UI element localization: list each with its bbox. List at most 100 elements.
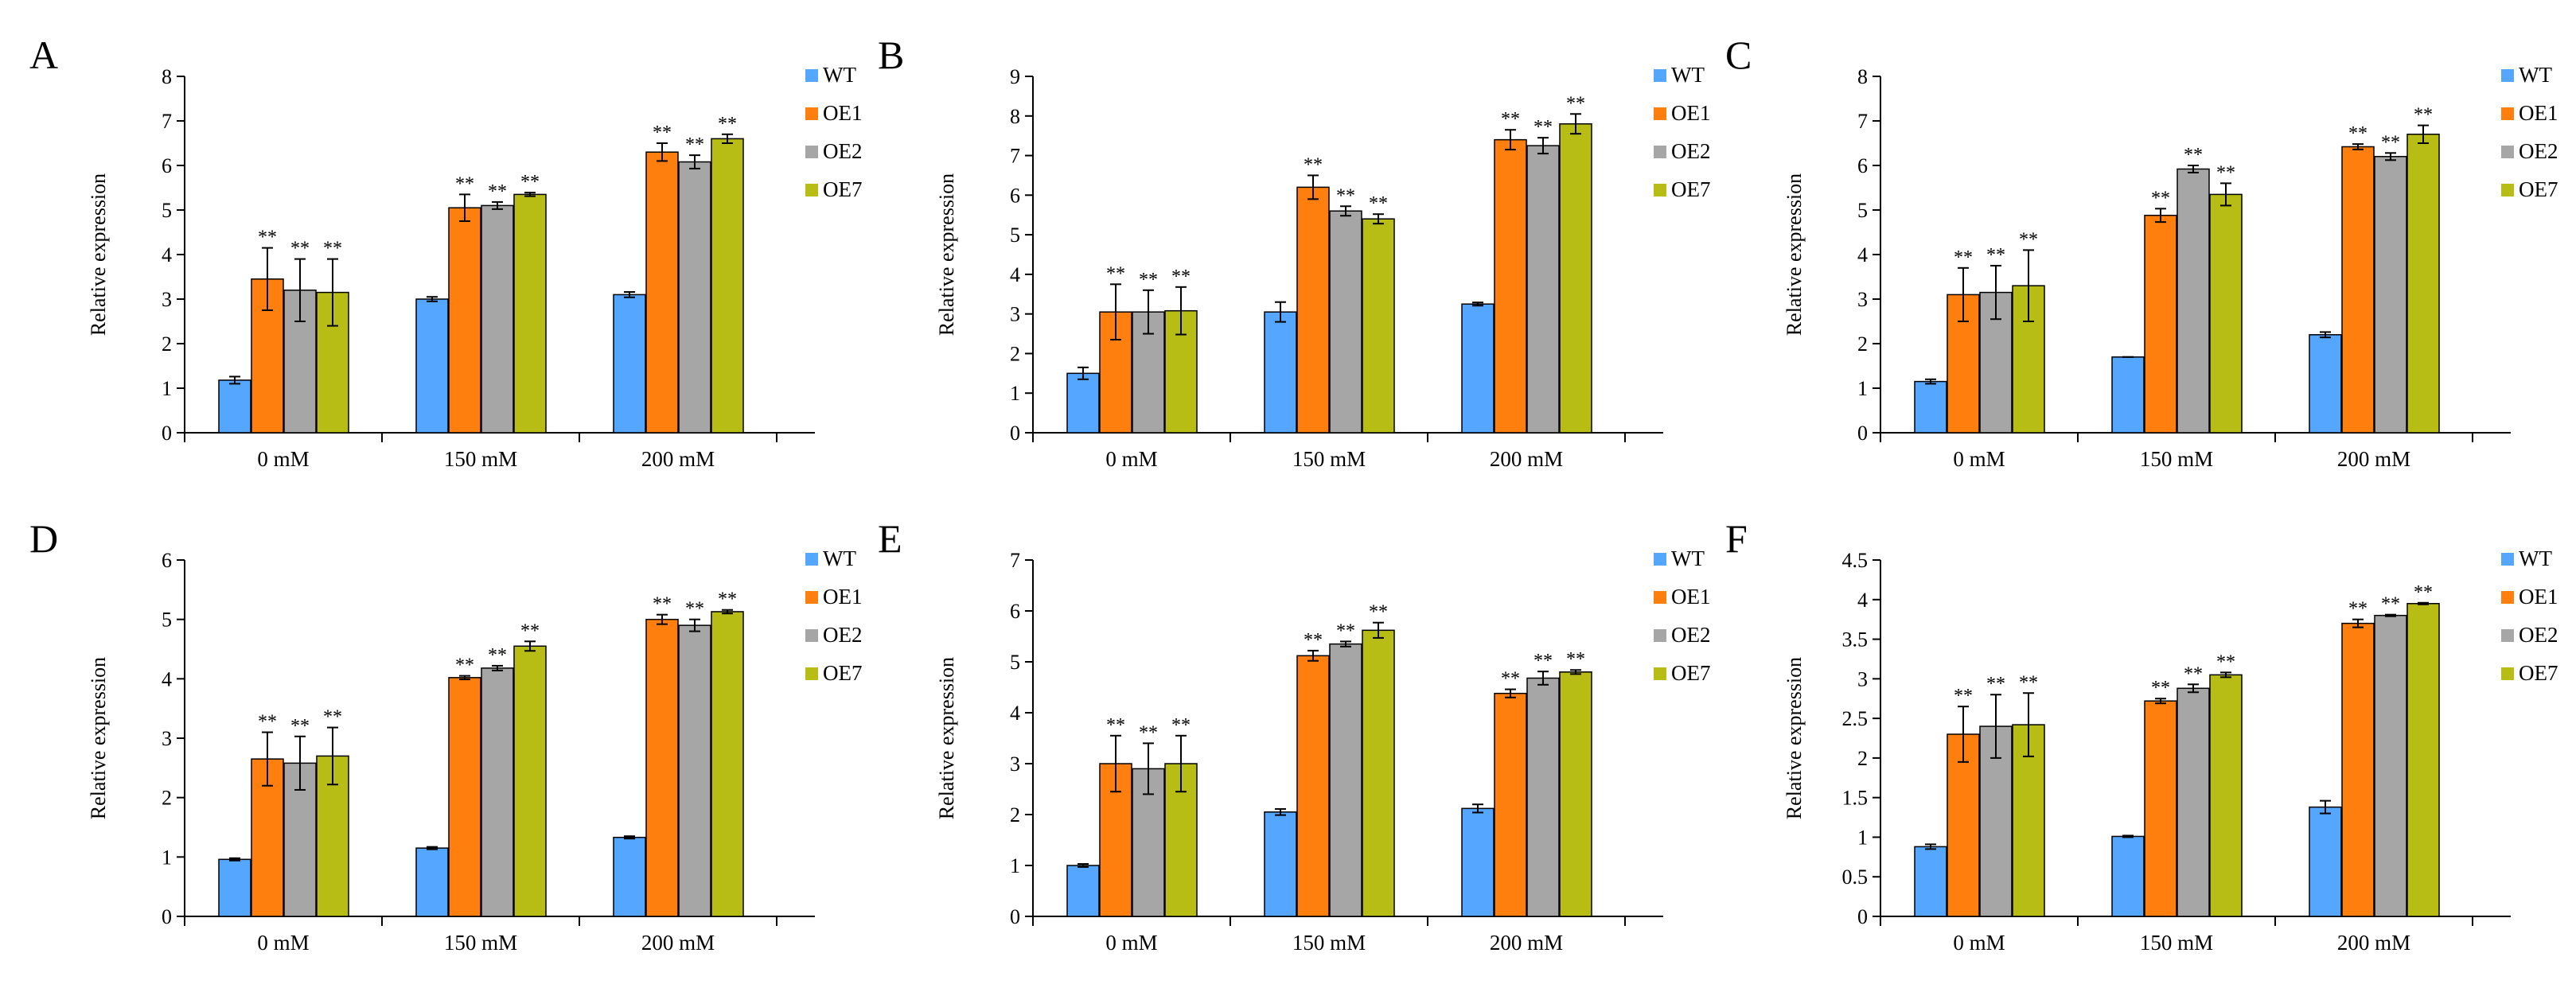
bar-oe2 [2177,168,2210,434]
y-tick-label: 0 [162,422,172,445]
bar-oe2 [1979,725,2013,917]
significance-label: ** [685,134,704,155]
significance-label: ** [1501,109,1520,130]
legend-label: OE7 [1671,177,1711,201]
significance-label: ** [1336,620,1355,641]
y-tick-label: 0 [1010,422,1020,445]
y-tick-label: 2 [1010,342,1020,365]
significance-label: ** [1369,193,1388,214]
y-tick-label: 3 [1857,288,1868,311]
bar-oe1 [645,618,679,917]
legend-swatch-wt [1654,69,1666,82]
legend-swatch-oe2 [805,629,818,642]
significance-label: ** [718,589,737,610]
y-tick-label: 0 [162,905,172,928]
significance-label: ** [520,620,540,641]
significance-label: ** [2414,105,2433,126]
x-tick-label: 200 mM [641,447,715,471]
legend: WT OE1 OE2 OE7 [1654,546,1711,685]
y-tick-label: 1 [1010,854,1020,877]
legend-swatch-oe7 [2501,667,2514,680]
legend: WT OE1 OE2 OE7 [1654,63,1711,201]
significance-label: ** [258,712,277,733]
y-tick-label: 8 [162,65,172,88]
bar-wt [1066,372,1100,434]
legend-label: OE7 [1671,661,1711,685]
significance-label: ** [1566,93,1585,114]
legend-swatch-oe1 [1654,591,1666,604]
bar-oe7 [2406,603,2440,917]
significance-label: ** [2019,672,2038,693]
x-tick-label: 0 mM [257,447,309,471]
bar-oe2 [481,204,514,434]
y-tick-label: 1 [1010,382,1020,405]
legend-swatch-oe1 [2501,591,2514,604]
y-tick-label: 5 [1010,224,1020,247]
bar-oe2 [1526,677,1560,917]
bar-oe2 [283,290,317,434]
legend-swatch-oe2 [1654,629,1666,642]
y-tick-label: 0 [1857,905,1868,928]
panel-b: B Relative expression 0 1 2 3 4 5 6 7 8 9 0 mM 150 mM… [878,33,1711,471]
significance-label: ** [1954,686,1973,706]
x-tick-label: 200 mM [641,931,715,955]
significance-label: ** [258,228,277,248]
significance-label: ** [2414,582,2433,603]
significance-label: ** [2381,132,2400,153]
y-tick-label: 2.5 [1842,707,1869,730]
y-tick-label: 1 [162,846,172,869]
panel-e: E Relative expression 0 1 2 3 4 5 6 7 0 mM 150 mM 20… [878,516,1711,955]
x-tick-label: 150 mM [444,931,517,955]
y-axis-label: Relative expression [935,657,958,819]
legend-label: OE7 [2519,661,2558,685]
bar-wt [415,847,449,917]
y-axis-label: Relative expression [1783,173,1806,336]
legend-label: OE1 [823,101,863,125]
legend-swatch-wt [805,553,818,566]
x-tick-label: 150 mM [444,447,517,471]
legend-label: WT [2519,546,2552,570]
legend-swatch-oe1 [805,591,818,604]
bar-wt [613,294,646,434]
x-tick-label: 150 mM [1292,931,1366,955]
significance-label: ** [2216,651,2235,672]
y-tick-label: 1 [1857,826,1868,849]
legend-label: WT [823,546,856,570]
bar-oe7 [513,645,547,917]
x-tick-label: 150 mM [2140,931,2213,955]
legend: WT OE1 OE2 OE7 [2501,546,2558,685]
y-tick-label: 0 [1857,422,1868,445]
legend-label: OE7 [823,661,863,685]
x-tick-label: 200 mM [2337,931,2410,955]
bar-oe1 [2341,146,2375,434]
significance-label: ** [455,173,474,194]
x-tick-label: 0 mM [1105,447,1157,471]
legend-label: WT [2519,63,2552,87]
y-tick-label: 3.5 [1842,628,1869,651]
significance-label: ** [1336,185,1355,206]
y-tick-label: 7 [1010,145,1020,168]
y-tick-label: 1.5 [1842,787,1869,810]
y-tick-label: 4 [1857,243,1868,266]
significance-label: ** [1534,651,1553,671]
bar-oe1 [1494,138,1527,434]
y-tick-label: 6 [1010,184,1020,207]
bar-oe2 [678,624,711,917]
legend-swatch-wt [1654,553,1666,566]
significance-label: ** [2184,145,2203,165]
bar-wt [2309,334,2342,434]
y-tick-label: 1 [1857,377,1868,400]
y-tick-label: 7 [1010,549,1020,572]
bar-wt [2111,356,2145,434]
panel-label: B [878,33,904,77]
y-tick-label: 5 [1857,199,1868,222]
y-tick-label: 4.5 [1842,549,1869,572]
legend: WT OE1 OE2 OE7 [805,63,863,201]
significance-label: ** [2348,599,2368,620]
bar-wt [218,858,251,917]
bar-oe2 [481,667,514,917]
y-tick-label: 0 [1010,905,1020,928]
significance-label: ** [718,114,737,134]
significance-label: ** [455,655,474,676]
